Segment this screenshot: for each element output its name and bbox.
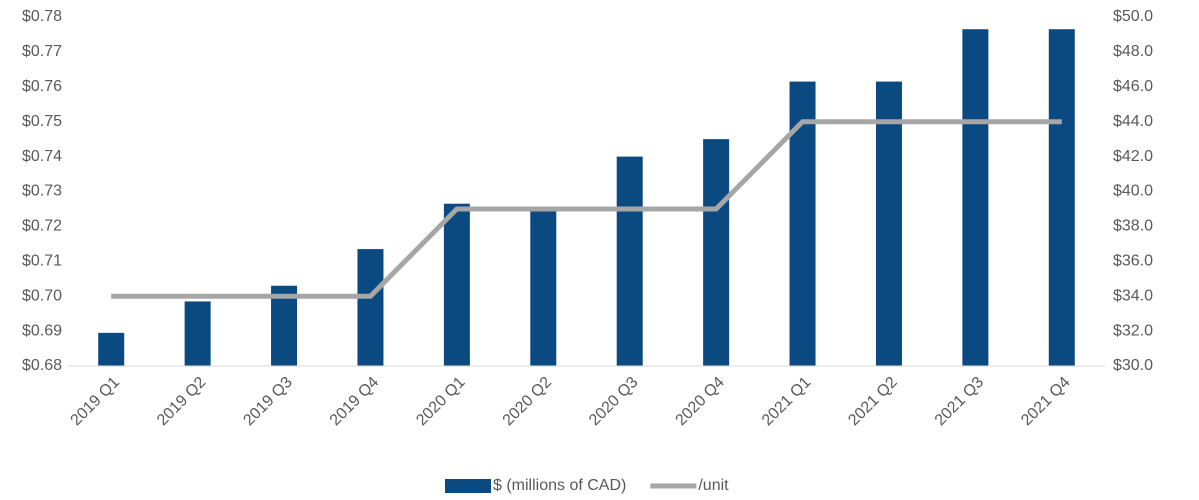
x-tick-label: 2021 Q3	[932, 374, 988, 430]
y-tick-label: $0.71	[22, 253, 62, 270]
y-tick-label: $0.68	[22, 357, 62, 374]
bar	[357, 249, 384, 366]
legend-swatch	[445, 479, 491, 493]
x-tick-label: 2020 Q4	[673, 374, 729, 430]
y2-tick-label: $32.0	[1113, 322, 1153, 339]
y-tick-label: $0.76	[22, 78, 62, 95]
y-tick-label: $0.69	[22, 322, 62, 339]
bar	[703, 139, 730, 366]
x-tick-label: 2019 Q2	[154, 374, 210, 430]
x-tick-label: 2019 Q1	[68, 374, 124, 430]
bar	[962, 29, 989, 367]
bar	[184, 301, 211, 366]
y2-tick-label: $46.0	[1113, 78, 1153, 95]
legend-label: $ (millions of CAD)	[493, 477, 626, 494]
x-tick-label: 2021 Q1	[759, 374, 815, 430]
y2-tick-label: $30.0	[1113, 357, 1153, 374]
y2-tick-label: $36.0	[1113, 253, 1153, 270]
bar	[616, 156, 643, 366]
y2-tick-label: $38.0	[1113, 218, 1153, 235]
line	[111, 119, 1062, 299]
bar	[875, 81, 902, 366]
y2-tick-label: $42.0	[1113, 148, 1153, 165]
y2-tick-label: $44.0	[1113, 113, 1153, 130]
y2-tick-label: $34.0	[1113, 287, 1153, 304]
y-tick-label: $0.75	[22, 113, 62, 130]
bar	[530, 210, 557, 366]
x-tick-label: 2021 Q4	[1018, 374, 1074, 430]
x-tick-label: 2021 Q2	[845, 374, 901, 430]
bar	[98, 332, 125, 366]
x-tick-label: 2019 Q4	[327, 374, 383, 430]
x-tick-label: 2019 Q3	[240, 374, 296, 430]
y2-tick-label: $50.0	[1113, 8, 1153, 25]
y-tick-label: $0.74	[22, 148, 62, 165]
x-tick-label: 2020 Q3	[586, 374, 642, 430]
x-tick-label: 2020 Q1	[413, 374, 469, 430]
y-tick-label: $0.73	[22, 183, 62, 200]
bar	[443, 203, 470, 366]
y-tick-label: $0.72	[22, 218, 62, 235]
y-tick-label: $0.70	[22, 287, 62, 304]
legend-label: /unit	[698, 477, 729, 494]
bar	[1048, 29, 1075, 367]
y-tick-label: $0.77	[22, 43, 62, 60]
y-tick-label: $0.78	[22, 8, 62, 25]
y2-tick-label: $48.0	[1113, 43, 1153, 60]
x-tick-label: 2020 Q2	[500, 374, 556, 430]
y2-tick-label: $40.0	[1113, 183, 1153, 200]
bar	[271, 285, 298, 366]
